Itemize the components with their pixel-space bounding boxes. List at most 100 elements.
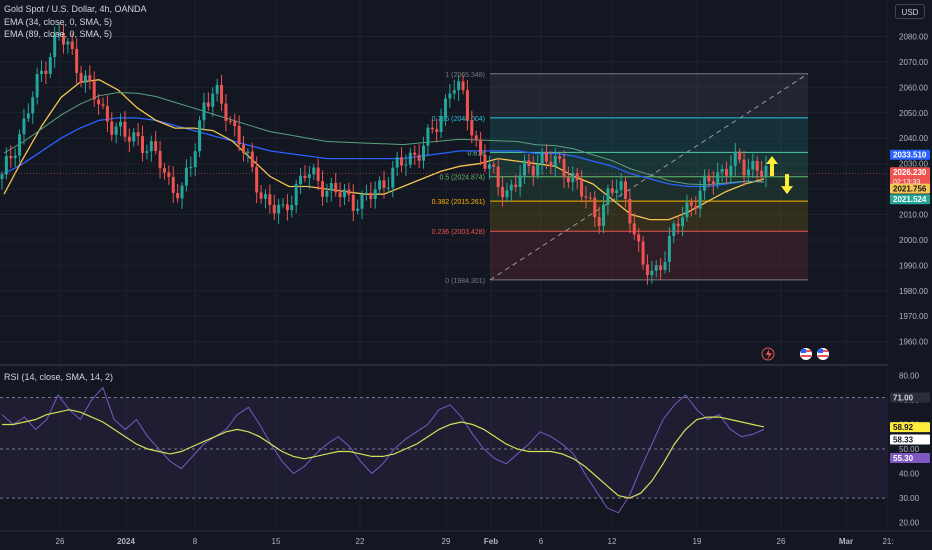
time-tick-label: 29 (442, 537, 451, 546)
candle-body (70, 41, 74, 50)
ema-slow-legend[interactable]: EMA (89, close, 0, SMA, 5) (4, 29, 113, 39)
candle-body (241, 144, 245, 154)
badge-rsi-value: 55.30 (893, 454, 914, 463)
candle-body (171, 176, 175, 193)
time-tick-label: Mar (839, 537, 853, 546)
candle-body (426, 127, 430, 146)
candle-body (9, 156, 13, 159)
candle-body (558, 156, 562, 160)
ema-fast-legend[interactable]: EMA (34, close, 0, SMA, 5) (4, 17, 113, 27)
price-tick-label: 2010.00 (899, 211, 928, 220)
candle-body (123, 121, 127, 137)
candle-body (514, 184, 518, 188)
us-flag-canton (818, 349, 823, 353)
candle-body (382, 180, 386, 188)
fib-zone (490, 117, 808, 153)
candle-body (623, 181, 627, 199)
candle-body (61, 33, 65, 45)
candle-body (764, 165, 768, 177)
candle-body (378, 180, 382, 190)
candle-body (588, 197, 592, 199)
candle-body (255, 167, 259, 193)
candle-body (294, 184, 298, 206)
candle-body (602, 204, 606, 226)
candle-body (597, 217, 601, 226)
candle-body (88, 75, 92, 82)
candle-body (44, 70, 48, 74)
us-flag-canton (801, 349, 806, 353)
direction-arrows[interactable] (766, 156, 793, 195)
candle-body (101, 104, 105, 106)
candle-body (224, 103, 228, 121)
candle-body (457, 81, 461, 91)
candle-body (316, 167, 320, 182)
fib-level-label: 0.5 (2024.874) (439, 175, 485, 182)
candle-body (141, 136, 145, 153)
time-axis[interactable]: 26 2024 8 15 22 29 Feb 6 12 19 26 Mar 21: (0, 530, 932, 546)
price-tick-label: 2080.00 (899, 33, 928, 42)
price-axis[interactable]: 1960.00 1970.00 1980.00 1990.00 2000.00 2010.… (888, 0, 932, 550)
us-flag-stripe (801, 355, 811, 357)
candle-body (364, 192, 368, 195)
rsi-legend[interactable]: RSI (14, close, SMA, 14, 2) (4, 372, 114, 382)
rsi-tick-label: 40.00 (899, 470, 920, 479)
fibonacci-retracement[interactable]: 1 (2065.348) 0.786 (2048.004) 0.618 0.5 (20… (432, 72, 809, 285)
fib-zone (490, 73, 808, 118)
candle-body (698, 190, 702, 209)
candle-body (413, 152, 417, 155)
symbol-title[interactable]: Gold Spot / U.S. Dollar, 4h, OANDA (4, 4, 147, 14)
candle-body (329, 183, 333, 191)
candle-body (584, 196, 588, 198)
badge-last-price: 2026.230 (893, 168, 927, 177)
candle-body (145, 151, 149, 153)
candle-body (233, 121, 237, 127)
candle-body (373, 189, 377, 200)
candle-body (632, 223, 636, 235)
candle-body (18, 134, 22, 156)
fib-level-label: 0.786 (2048.004) (432, 116, 485, 123)
time-tick-label: 15 (272, 537, 281, 546)
time-tick-label: 21: (882, 537, 893, 546)
candle-body (184, 167, 188, 186)
down-arrow (781, 174, 793, 195)
candle-body (479, 139, 483, 155)
candle-body (162, 168, 166, 173)
candle-body (40, 70, 44, 75)
badge-rsi-value-bg (890, 452, 930, 463)
candle-body (97, 99, 101, 105)
candle-body (518, 175, 522, 188)
candle-body (672, 223, 676, 237)
candle-body (650, 270, 654, 276)
candle-body (110, 121, 114, 135)
candle-body (132, 132, 136, 142)
price-tick-label: 2040.00 (899, 134, 928, 143)
candle-body (439, 116, 443, 132)
price-tick-label: 1980.00 (899, 287, 928, 296)
fib-zone (490, 201, 808, 232)
candle-body (443, 98, 447, 117)
candle-body (114, 126, 118, 135)
candle-body (351, 194, 355, 211)
candle-body (395, 157, 399, 168)
currency-button[interactable]: USD (895, 4, 925, 19)
candle-body (268, 194, 272, 206)
candle-body (211, 93, 215, 107)
fib-level-label: 0.382 (2015.261) (432, 199, 485, 206)
candle-body (408, 152, 412, 165)
time-tick-label: 6 (539, 537, 544, 546)
badge-rsi-upper: 71.00 (893, 393, 914, 402)
economic-event-icons[interactable] (761, 347, 829, 361)
candle-body (246, 151, 250, 154)
candle-body (430, 127, 434, 130)
rsi-line (1, 386, 765, 514)
candle-body (281, 204, 285, 206)
time-tick-label: 26 (777, 537, 786, 546)
candle-body (0, 174, 4, 179)
time-tick-label: 22 (356, 537, 365, 546)
candle-body (22, 118, 26, 135)
candle-body (746, 169, 750, 176)
candle-body (198, 120, 202, 152)
candle-body (400, 157, 404, 166)
time-tick-label: 26 (56, 537, 65, 546)
